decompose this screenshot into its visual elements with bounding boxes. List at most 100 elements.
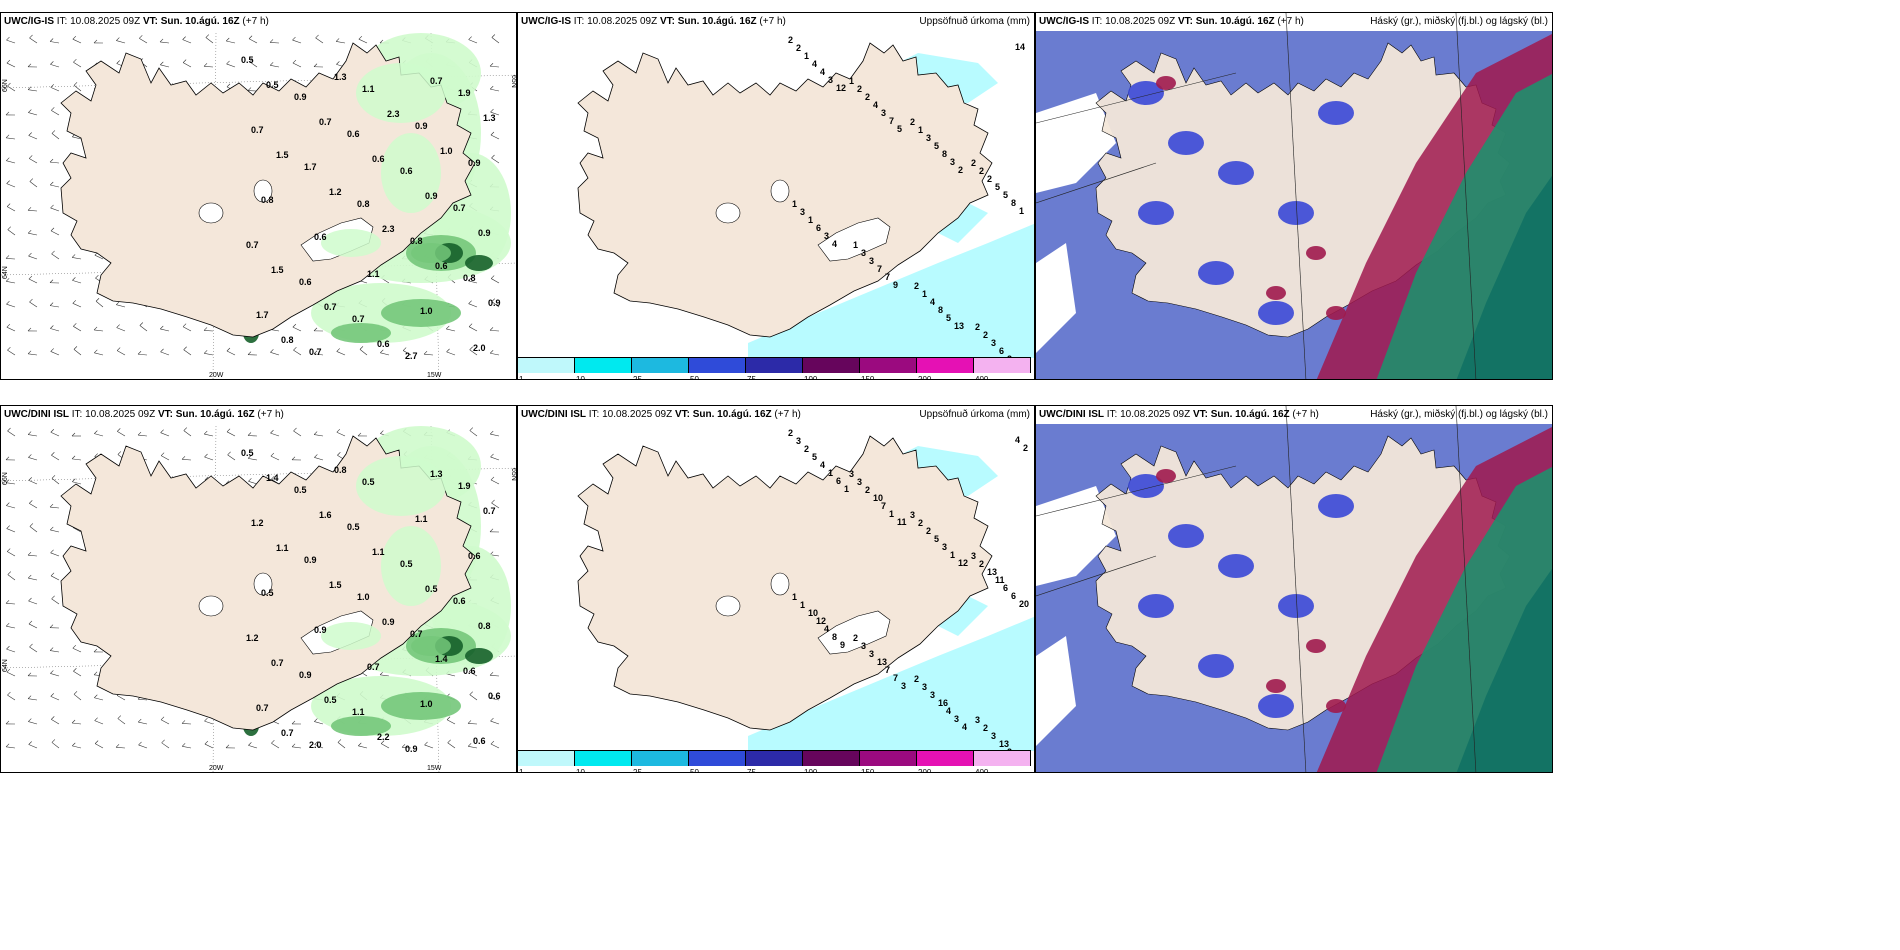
value-label: 0.9 bbox=[382, 617, 395, 627]
value-label: 4 bbox=[873, 100, 878, 110]
value-label: 0.9 bbox=[294, 92, 307, 102]
value-label: 3 bbox=[950, 157, 955, 167]
legend-swatch: 200 bbox=[917, 750, 974, 772]
legend-tick-label: 25 bbox=[633, 375, 642, 380]
value-label: 3 bbox=[796, 436, 801, 446]
value-label: 2.7 bbox=[405, 351, 418, 361]
value-label: 2 bbox=[958, 165, 963, 175]
svg-text:20W: 20W bbox=[209, 765, 224, 772]
svg-text:20W: 20W bbox=[209, 372, 224, 379]
value-label: 5 bbox=[934, 534, 939, 544]
value-label: 3 bbox=[901, 681, 906, 691]
value-labels: 0.5 0.9 0.6 0.6 0.7 0.7 0.6 0.7 2.7 1.9 0.7 1.7 0.8 0… bbox=[241, 55, 501, 361]
map-accum-precip: 2333122333221332222131033351051112131613… bbox=[577, 428, 1034, 757]
value-label: 1.1 bbox=[367, 269, 380, 279]
value-label: 2 bbox=[788, 35, 793, 45]
value-label: 12 bbox=[836, 83, 846, 93]
panel-right-title: Háský (gr.), miðský (fj.bl.) og lágský (… bbox=[1370, 16, 1548, 27]
value-label: 6 bbox=[999, 346, 1004, 356]
value-label: 0.6 bbox=[372, 154, 385, 164]
value-label: 4 bbox=[930, 297, 935, 307]
svg-text:66N: 66N bbox=[2, 79, 9, 92]
legend-tick-label: 1 bbox=[519, 768, 524, 773]
value-label: 2 bbox=[918, 518, 923, 528]
value-label: 20 bbox=[1019, 599, 1029, 609]
value-label: 3 bbox=[930, 690, 935, 700]
value-label: 0.6 bbox=[468, 551, 481, 561]
legend-swatch: 25 bbox=[632, 750, 689, 772]
panel-accum-precip-dini: UWC/DINI ISL IT: 10.08.2025 09Z VT: Sun.… bbox=[517, 405, 1035, 773]
map-clouds bbox=[1036, 406, 1552, 772]
panel-right-title: Uppsöfnuð úrkoma (mm) bbox=[919, 409, 1030, 420]
value-label: 4 bbox=[820, 67, 825, 77]
value-label: 0.7 bbox=[246, 240, 259, 250]
value-label: 1.0 bbox=[357, 592, 370, 602]
value-label: 2.0 bbox=[309, 740, 322, 750]
value-label: 3 bbox=[922, 682, 927, 692]
panel-precip-wind-igis: UWC/IG-IS IT: 10.08.2025 09Z VT: Sun. 10… bbox=[0, 12, 517, 380]
value-label: 3 bbox=[942, 542, 947, 552]
legend-tick-label: 200 bbox=[918, 768, 932, 773]
value-label: 2 bbox=[971, 158, 976, 168]
panel-right-title: Uppsöfnuð úrkoma (mm) bbox=[919, 16, 1030, 27]
legend-tick-label: 400 bbox=[975, 768, 989, 773]
legend-swatch: 1 bbox=[518, 750, 575, 772]
value-label: 1 bbox=[792, 592, 797, 602]
legend-tick-label: 10 bbox=[576, 375, 585, 380]
value-label: 0.5 bbox=[241, 55, 254, 65]
value-label: 0.7 bbox=[352, 314, 365, 324]
value-label: 9 bbox=[893, 280, 898, 290]
value-label: 2 bbox=[914, 674, 919, 684]
value-label: 1.3 bbox=[430, 469, 443, 479]
value-label: 0.5 bbox=[347, 522, 360, 532]
value-label: 1 bbox=[950, 550, 955, 560]
value-label: 4 bbox=[946, 706, 951, 716]
legend-tick-label: 10 bbox=[576, 768, 585, 773]
value-label: 6 bbox=[836, 476, 841, 486]
panel-clouds-dini: UWC/DINI ISL IT: 10.08.2025 09Z VT: Sun.… bbox=[1035, 405, 1553, 773]
value-labels: 2122112222123312123213434455678643853752… bbox=[788, 35, 1025, 364]
value-label: 0.6 bbox=[377, 339, 390, 349]
value-label: 0.5 bbox=[241, 448, 254, 458]
value-label: 7 bbox=[889, 116, 894, 126]
value-label: 0.5 bbox=[425, 584, 438, 594]
legend-tick-label: 400 bbox=[975, 375, 989, 380]
value-label: 1.5 bbox=[271, 265, 284, 275]
value-label: 3 bbox=[824, 231, 829, 241]
value-label: 0.8 bbox=[357, 199, 370, 209]
value-label: 5 bbox=[897, 124, 902, 134]
value-label: 2.3 bbox=[387, 109, 400, 119]
value-label: 4 bbox=[962, 722, 967, 732]
value-label: 1.9 bbox=[458, 88, 471, 98]
value-label: 1.0 bbox=[420, 699, 433, 709]
value-label: 0.5 bbox=[261, 588, 274, 598]
value-label: 0.9 bbox=[415, 121, 428, 131]
legend-tick-label: 100 bbox=[804, 375, 818, 380]
value-label: 1.7 bbox=[256, 310, 269, 320]
value-label: 0.6 bbox=[314, 232, 327, 242]
legend-swatch: 100 bbox=[803, 750, 860, 772]
panel-title: UWC/DINI ISL IT: 10.08.2025 09Z VT: Sun.… bbox=[1039, 409, 1319, 420]
svg-text:15W: 15W bbox=[427, 372, 442, 379]
value-label: 2.3 bbox=[382, 224, 395, 234]
value-label: 3 bbox=[910, 510, 915, 520]
value-label: 0.7 bbox=[410, 629, 423, 639]
value-label: 3 bbox=[881, 108, 886, 118]
value-label: 0.8 bbox=[463, 273, 476, 283]
value-label: 5 bbox=[946, 313, 951, 323]
value-label: 0.8 bbox=[261, 195, 274, 205]
value-label: 0.8 bbox=[281, 335, 294, 345]
value-label: 5 bbox=[812, 452, 817, 462]
value-label: 1 bbox=[922, 289, 927, 299]
cloud-layers bbox=[1036, 424, 1552, 772]
panel-clouds-igis: UWC/IG-IS IT: 10.08.2025 09Z VT: Sun. 10… bbox=[1035, 12, 1553, 380]
value-label: 1.1 bbox=[352, 707, 365, 717]
value-label: 8 bbox=[938, 305, 943, 315]
value-label: 6 bbox=[1003, 583, 1008, 593]
svg-text:15W: 15W bbox=[427, 765, 442, 772]
legend-swatch: 50 bbox=[689, 357, 746, 379]
value-label: 0.6 bbox=[435, 261, 448, 271]
value-label: 1.0 bbox=[420, 306, 433, 316]
value-label: 0.5 bbox=[294, 485, 307, 495]
value-label: 0.9 bbox=[299, 670, 312, 680]
